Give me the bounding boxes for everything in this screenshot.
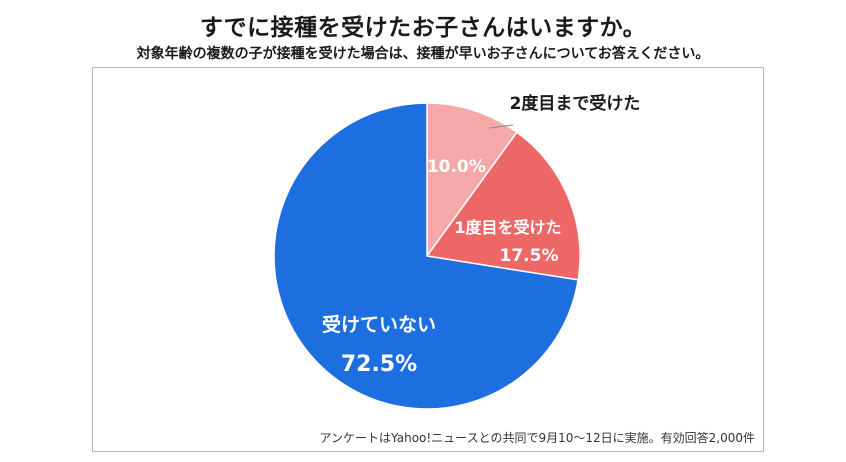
slice-not-vaccinated bbox=[273, 102, 579, 410]
chart-subtitle: 対象年齢の複数の子が接種を受けた場合は、接種が早いお子さんについてお答えください… bbox=[136, 46, 710, 62]
slice-value-one-dose: 17.5% bbox=[500, 246, 559, 266]
survey-note: アンケートはYahoo!ニュースとの共同で9月10〜12日に実施。有効回答2,0… bbox=[319, 431, 755, 445]
slice-label-not-vaccinated: 受けていない bbox=[322, 313, 436, 336]
slice-one-dose bbox=[425, 131, 581, 281]
slice-label-one-dose: 1度目を受けた bbox=[454, 218, 561, 237]
slice-value-not-vaccinated: 72.5% bbox=[341, 352, 417, 377]
slice-value-two-doses: 10.0% bbox=[427, 157, 486, 177]
leader-line bbox=[489, 124, 514, 129]
slice-label-two-doses: 2度目まで受けた bbox=[510, 93, 641, 114]
slice-two-doses bbox=[426, 102, 518, 259]
chart-frame: 10.0% 2度目まで受けた 1度目を受けた 17.5% 受けていない 72.5% アンケ… bbox=[92, 67, 764, 452]
pie-chart: 10.0% 2度目まで受けた 1度目を受けた 17.5% 受けていない 72.5% bbox=[273, 93, 641, 410]
chart-title: すでに接種を受けたお子さんはいますか。 bbox=[199, 15, 647, 41]
